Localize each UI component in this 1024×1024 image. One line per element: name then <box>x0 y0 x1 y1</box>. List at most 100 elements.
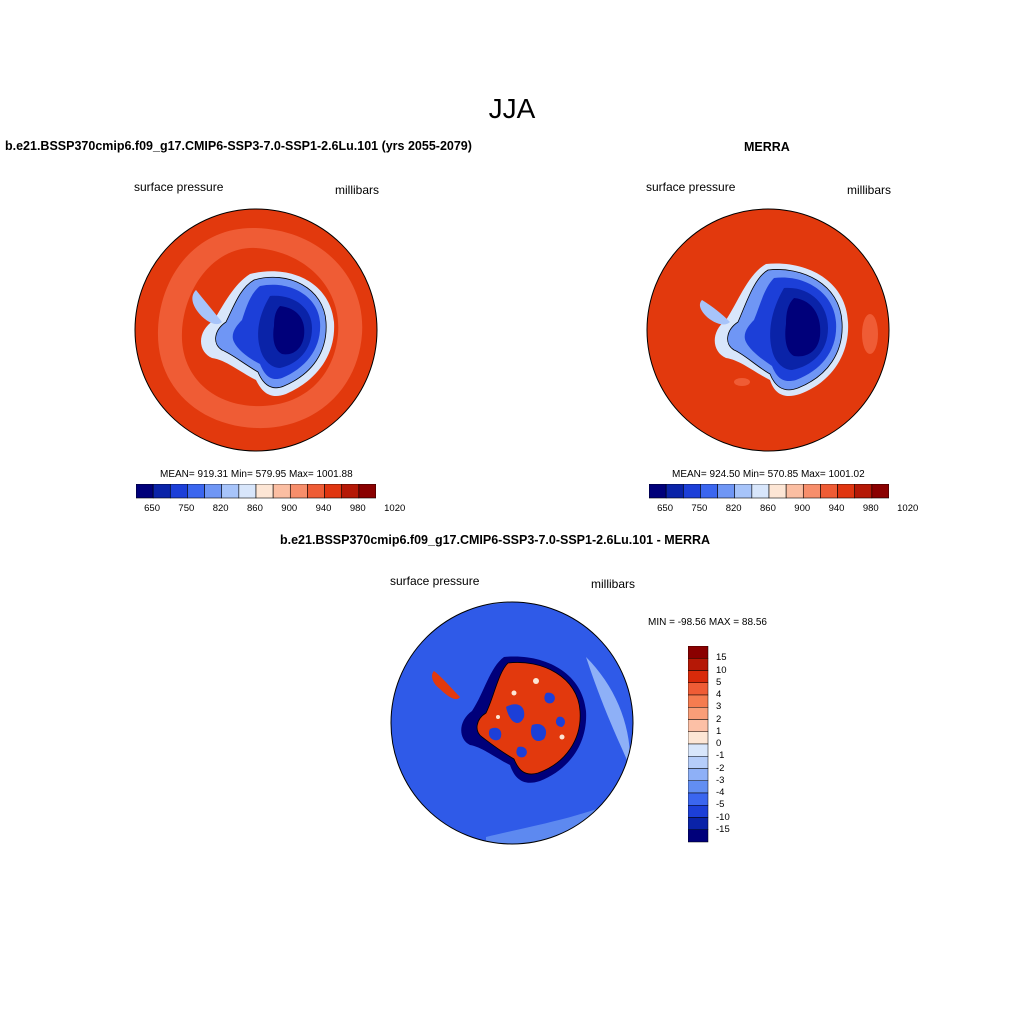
diff-peninsula <box>432 671 460 700</box>
right-panel-title: MERRA <box>744 140 790 154</box>
right-colorbar-box <box>837 484 856 499</box>
diff-colorbar-tick-label: 0 <box>716 738 722 749</box>
diff-colorbar-box <box>688 707 709 720</box>
diff-continent <box>477 662 581 775</box>
right-colorbar-box <box>854 484 873 499</box>
diff-colorbar-box <box>688 792 709 806</box>
left-colorbar-tick-label: 860 <box>247 503 263 514</box>
diff-panel-stats: MIN = -98.56 MAX = 88.56 <box>648 617 767 628</box>
right-colorbar-box <box>700 484 718 499</box>
left-colorbar-box <box>358 484 376 499</box>
right-peninsula <box>699 300 730 325</box>
diff-colorbar-box <box>688 719 709 732</box>
left-colorbar-box <box>221 484 240 499</box>
left-colorbar-box <box>204 484 223 499</box>
left-peninsula <box>192 290 222 325</box>
right-colorbar-box <box>682 484 701 499</box>
left-colorbar-box <box>152 484 171 499</box>
left-colorbar-box <box>255 484 274 499</box>
diff-colorbar-box <box>688 670 709 683</box>
left-colorbar-tick-label: 820 <box>212 503 229 514</box>
right-colorbar-box <box>768 484 787 499</box>
right-panel-units-label: millibars <box>847 183 892 197</box>
right-colorbar-box <box>871 484 889 499</box>
left-panel-variable-label: surface pressure <box>134 180 224 194</box>
diff-colorbar-box <box>688 658 709 671</box>
main-title: JJA <box>488 93 536 124</box>
left-panel-stats: MEAN= 919.31 Min= 579.95 Max= 1001.88 <box>160 469 353 480</box>
diff-colorbar-tick-label: 15 <box>716 652 727 664</box>
right-colorbar <box>649 484 889 499</box>
diff-colorbar-tick-label: -10 <box>716 811 730 823</box>
left-colorbar-box <box>341 484 360 499</box>
left-colorbar-tick-label: 1020 <box>384 503 406 514</box>
diff-colorbar-box <box>688 805 709 818</box>
left-colorbar-tick-label: 750 <box>178 503 195 514</box>
left-continent-core <box>273 306 305 355</box>
right-colorbar-tick-label: 860 <box>760 503 776 514</box>
left-colorbar-box <box>289 484 308 499</box>
right-panel-variable-label: surface pressure <box>646 180 736 194</box>
left-colorbar-box <box>272 484 291 499</box>
diff-continent-negative-patches <box>488 692 565 758</box>
diff-panel-title: b.e21.BSSP370cmip6.f09_g17.CMIP6-SSP3-7.… <box>280 533 711 547</box>
diff-colorbar-tick-label: 3 <box>716 701 722 713</box>
diff-colorbar-tick-label: -3 <box>716 774 725 786</box>
right-colorbar-tick-label: 750 <box>691 503 708 514</box>
left-colorbar-tick-label: 980 <box>349 503 366 514</box>
left-colorbar-tick-label: 940 <box>315 503 332 514</box>
diff-polar-map <box>390 601 634 845</box>
diff-colorbar-tick-label: 5 <box>716 676 722 688</box>
right-colorbar-tick-label: 900 <box>794 503 811 514</box>
left-panel-title: b.e21.BSSP370cmip6.f09_g17.CMIP6-SSP3-7.… <box>5 139 472 153</box>
diff-colorbar-tick-label: 2 <box>716 713 722 725</box>
diff-panel-variable-label: surface pressure <box>390 574 480 588</box>
left-colorbar-tick-label: 650 <box>144 503 160 514</box>
left-polar-map <box>134 208 378 452</box>
right-colorbar-box <box>802 484 821 499</box>
right-colorbar-box <box>785 484 804 499</box>
diff-colorbar-box <box>688 731 709 745</box>
left-colorbar-box <box>187 484 205 499</box>
left-colorbar-box <box>169 484 188 499</box>
left-colorbar-box <box>307 484 325 499</box>
right-colorbar-tick-label: 940 <box>828 503 845 514</box>
diff-colorbar-tick-label: 1 <box>716 725 722 737</box>
diff-colorbar-box <box>688 694 709 708</box>
right-colorbar-box <box>665 484 684 499</box>
diff-colorbar-tick-label: -15 <box>716 823 730 835</box>
right-colorbar-box <box>717 484 736 499</box>
left-colorbar-box <box>324 484 343 499</box>
right-colorbar-box <box>649 484 667 499</box>
diff-colorbar-box <box>688 817 709 830</box>
right-colorbar-tick-label: 650 <box>657 503 673 514</box>
diff-colorbar-box <box>688 682 709 696</box>
diff-colorbar-box <box>688 646 709 659</box>
diff-colorbar-tick-label: -4 <box>716 787 725 798</box>
left-colorbar-box <box>238 484 257 499</box>
left-panel-units-label: millibars <box>335 183 380 197</box>
left-colorbar-box <box>136 484 154 499</box>
diff-colorbar-tick-label: -5 <box>716 799 725 811</box>
right-colorbar-box <box>734 484 753 499</box>
right-colorbar-tick-label: 820 <box>725 503 742 514</box>
diff-colorbar <box>688 646 709 843</box>
diff-colorbar-tick-label: -1 <box>716 750 725 762</box>
diff-colorbar-box <box>688 829 709 843</box>
right-polar-map <box>646 208 890 452</box>
diff-colorbar-tick-label: 10 <box>716 664 727 676</box>
right-continent-core <box>785 298 821 357</box>
right-ocean-patch <box>862 314 878 354</box>
diff-colorbar-tick-label: -2 <box>716 762 725 774</box>
right-colorbar-tick-label: 1020 <box>897 503 919 514</box>
diff-colorbar-tick-label: 4 <box>716 689 722 700</box>
diff-colorbar-box <box>688 743 709 757</box>
right-colorbar-box <box>820 484 838 499</box>
left-colorbar <box>136 484 376 499</box>
left-colorbar-tick-label: 900 <box>281 503 298 514</box>
right-colorbar-tick-label: 980 <box>862 503 879 514</box>
right-colorbar-box <box>751 484 770 499</box>
diff-colorbar-box <box>688 768 709 781</box>
diff-panel-units-label: millibars <box>591 577 636 591</box>
diff-colorbar-box <box>688 780 709 794</box>
